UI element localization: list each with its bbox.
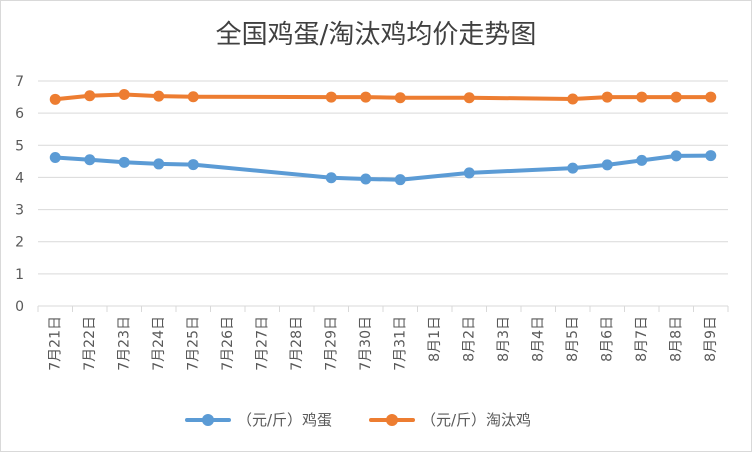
data-point <box>84 154 96 166</box>
data-point <box>49 152 61 163</box>
x-tick-label: 7月21日 <box>47 316 63 371</box>
series-line-0 <box>53 153 713 182</box>
gridlines <box>38 80 728 307</box>
legend-egg-marker-icon <box>202 414 214 426</box>
y-tick-label: 6 <box>15 106 24 122</box>
data-point <box>153 158 165 170</box>
series-layer <box>49 89 717 186</box>
x-tick-label: 7月23日 <box>116 316 132 371</box>
data-point <box>705 91 717 103</box>
y-tick-label: 7 <box>15 74 24 90</box>
data-point <box>636 154 648 166</box>
data-point <box>670 91 682 103</box>
x-tick-label: 8月2日 <box>461 316 477 362</box>
data-point <box>325 91 337 103</box>
data-point <box>49 93 61 105</box>
x-tick-label: 8月7日 <box>634 316 650 362</box>
x-tick-label: 7月24日 <box>151 316 167 371</box>
data-point <box>394 92 406 104</box>
series-line-1 <box>53 92 713 102</box>
data-point <box>360 91 372 103</box>
y-tick-label: 5 <box>15 138 24 154</box>
data-point <box>187 159 199 171</box>
y-tick-label: 3 <box>15 203 24 219</box>
data-point <box>463 92 475 104</box>
legend-hen-label: （元/斤）淘汰鸡 <box>421 411 532 429</box>
data-point <box>636 91 648 103</box>
x-tick-label: 7月27日 <box>254 316 270 371</box>
data-point <box>325 172 337 184</box>
x-tick-label: 7月30日 <box>358 316 374 371</box>
data-point <box>567 162 579 174</box>
y-tick-label: 1 <box>15 267 24 283</box>
legend-hen-marker-icon <box>386 414 398 426</box>
y-tick-label: 4 <box>15 170 24 186</box>
x-tick-label: 7月22日 <box>82 316 98 371</box>
data-point <box>601 159 613 171</box>
legend-egg-label: （元/斤）鸡蛋 <box>237 411 333 429</box>
y-tick-label: 0 <box>15 299 24 315</box>
x-tick-label: 7月26日 <box>220 316 236 371</box>
data-point <box>118 89 130 100</box>
data-point <box>84 90 96 102</box>
data-point <box>187 91 199 103</box>
data-point <box>394 174 406 186</box>
x-tick-label: 7月25日 <box>185 316 201 371</box>
x-tick-label: 8月9日 <box>703 316 719 362</box>
data-point <box>463 167 475 179</box>
x-tick-label: 7月31日 <box>392 316 408 371</box>
data-point <box>601 91 613 103</box>
x-tick-label: 8月8日 <box>668 316 684 362</box>
x-tick-label: 7月28日 <box>289 316 305 371</box>
data-point <box>118 156 130 168</box>
x-tick-label: 8月5日 <box>565 316 581 362</box>
x-tick-label: 8月4日 <box>530 316 546 362</box>
x-tick-label: 8月3日 <box>496 316 512 362</box>
data-point <box>360 173 372 185</box>
legend: （元/斤）鸡蛋 （元/斤）淘汰鸡 <box>0 408 752 432</box>
x-axis-ticks: 7月21日 7月22日 7月23日 7月24日 7月25日 7月26日 7月27日 7月28日… <box>37 306 729 371</box>
chart-title: 全国鸡蛋/淘汰鸡均价走势图 <box>215 20 537 50</box>
data-point <box>567 93 579 105</box>
x-tick-label: 7月29日 <box>323 316 339 371</box>
data-point <box>705 150 717 162</box>
y-axis-ticks: 0 1 2 3 4 5 6 7 <box>15 74 24 315</box>
x-tick-label: 8月1日 <box>427 316 443 362</box>
data-point <box>153 90 165 102</box>
data-point <box>670 150 682 162</box>
y-tick-label: 2 <box>15 235 24 251</box>
x-tick-label: 8月6日 <box>599 316 615 362</box>
